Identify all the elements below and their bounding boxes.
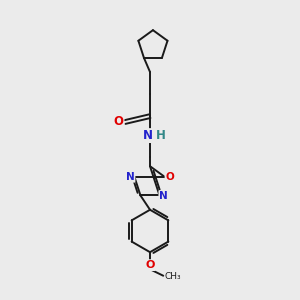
Text: N: N <box>126 172 135 182</box>
Text: O: O <box>113 115 124 128</box>
Text: O: O <box>165 172 174 182</box>
Text: O: O <box>145 260 155 270</box>
Text: N: N <box>142 129 153 142</box>
Text: CH₃: CH₃ <box>165 272 181 281</box>
Text: H: H <box>156 129 166 142</box>
Text: N: N <box>159 191 168 201</box>
